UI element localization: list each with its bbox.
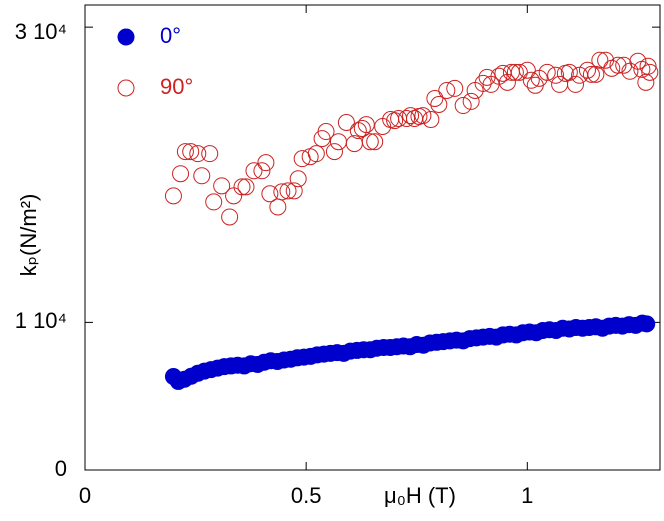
data-point <box>164 187 182 205</box>
plot-frame <box>84 4 661 471</box>
data-point <box>462 92 480 110</box>
data-point <box>567 75 585 93</box>
data-point <box>366 133 384 151</box>
data-point <box>578 61 596 79</box>
data-point <box>273 183 291 201</box>
data-point <box>353 120 371 138</box>
data-point <box>253 162 271 180</box>
data-point <box>639 57 657 75</box>
data-point <box>641 63 659 81</box>
data-point <box>237 178 255 196</box>
data-point <box>285 182 303 200</box>
data-point <box>522 71 540 89</box>
data-point <box>329 133 347 151</box>
data-point <box>490 67 508 85</box>
data-point <box>414 107 432 125</box>
data-point <box>591 51 609 69</box>
x-tick-label: 0.5 <box>291 483 322 508</box>
data-point <box>176 143 194 161</box>
data-point <box>205 193 223 211</box>
data-point <box>213 177 231 195</box>
data-point <box>518 61 536 79</box>
data-point <box>398 110 416 128</box>
data-point <box>307 145 325 163</box>
data-point <box>547 66 565 84</box>
data-point <box>269 198 287 216</box>
data-point <box>361 133 379 151</box>
data-point <box>233 178 251 196</box>
legend-marker <box>117 79 135 97</box>
data-point <box>422 111 440 129</box>
data-point <box>189 145 207 163</box>
y-tick-label: 0 <box>55 456 67 481</box>
data-point <box>587 65 605 83</box>
legend-label: 0° <box>160 23 181 48</box>
legend-label: 90° <box>160 74 193 99</box>
data-point <box>172 165 190 183</box>
data-point <box>430 95 448 113</box>
data-point <box>257 154 275 172</box>
data-point <box>337 114 355 132</box>
data-point <box>638 315 656 333</box>
data-point <box>609 56 627 74</box>
data-point <box>317 123 335 141</box>
data-point <box>182 143 200 161</box>
y-axis-label: kₚ(N/m²) <box>16 194 41 277</box>
data-point <box>357 116 375 134</box>
y-tick-label: 1 10⁴ <box>15 308 67 333</box>
x-tick-label: 0 <box>79 483 91 508</box>
data-point <box>221 208 239 226</box>
data-point <box>582 65 600 83</box>
data-point <box>261 185 279 203</box>
data-point <box>560 63 578 81</box>
data-point <box>245 162 263 180</box>
data-point <box>438 81 456 99</box>
data-point <box>615 56 633 74</box>
data-point <box>279 182 297 200</box>
data-point <box>474 74 492 92</box>
data-point <box>629 52 647 70</box>
legend-marker <box>117 28 135 46</box>
data-point <box>538 63 556 81</box>
data-point <box>325 143 343 161</box>
data-point <box>454 97 472 115</box>
data-point <box>446 79 464 97</box>
data-point <box>201 145 219 163</box>
data-point <box>193 167 211 185</box>
data-point <box>510 63 528 81</box>
x-axis-label: μ₀H (T) <box>384 483 456 508</box>
data-point <box>506 63 524 81</box>
x-tick-label: 1 <box>521 483 533 508</box>
data-point <box>289 170 307 188</box>
y-tick-label: 3 10⁴ <box>15 19 67 44</box>
data-point <box>402 107 420 125</box>
data-point <box>426 89 444 107</box>
data-point <box>386 112 404 130</box>
data-point <box>621 62 639 80</box>
